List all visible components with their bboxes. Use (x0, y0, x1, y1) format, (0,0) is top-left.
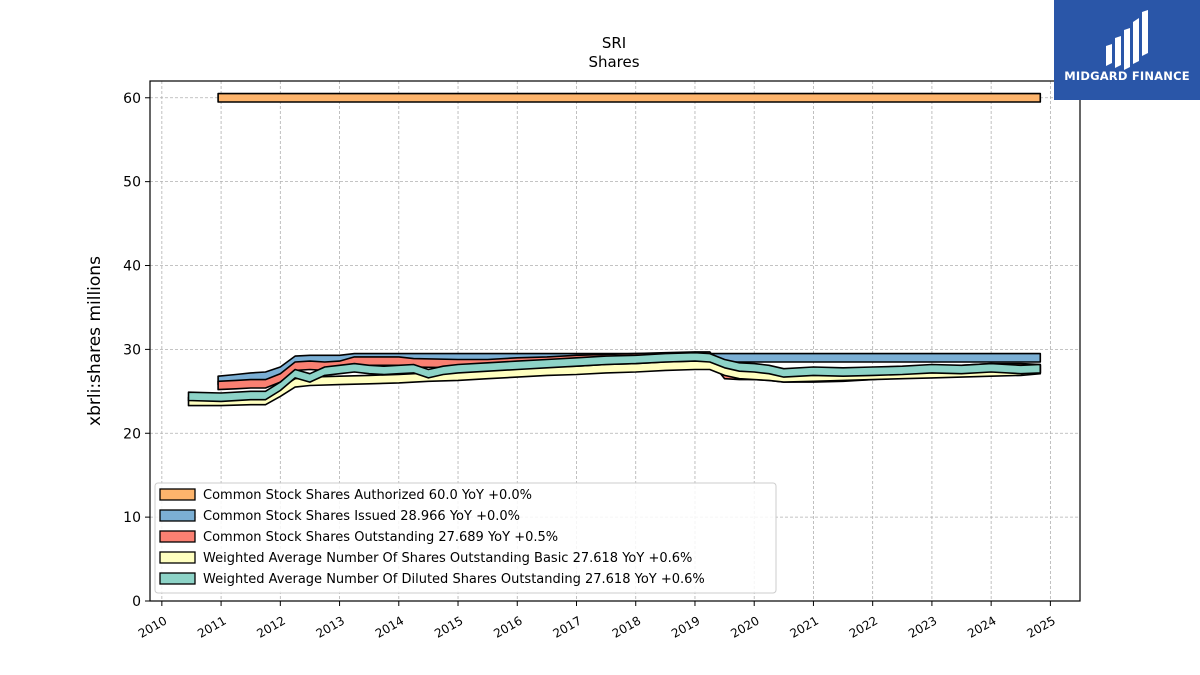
x-tick-label-2013: 2013 (314, 613, 347, 640)
x-tick-label-2014: 2014 (373, 613, 406, 640)
legend-entry-2: Common Stock Shares Outstanding 27.689 Y… (203, 530, 558, 545)
legend-swatch-4 (159, 572, 196, 585)
plot-frame (149, 80, 1081, 602)
y-axis-label: xbrli:shares millions (85, 256, 105, 426)
series-band-4 (187, 351, 1042, 403)
brand-name: MIDGARD FINANCE (1064, 69, 1190, 83)
x-tick-label-2011: 2011 (195, 613, 228, 640)
x-tick-label-2020: 2020 (728, 613, 761, 640)
x-tick-label-2018: 2018 (610, 613, 643, 640)
x-tick-label-2017: 2017 (551, 613, 584, 640)
x-tick-label-2016: 2016 (491, 613, 524, 640)
chart-subtitle: Shares (588, 53, 639, 71)
x-tick-label-2010: 2010 (136, 613, 169, 640)
y-tick-label-30: 30 (123, 342, 141, 358)
x-tick-label-2025: 2025 (1024, 613, 1057, 640)
x-tick-label-2015: 2015 (432, 613, 465, 640)
x-tick-label-2012: 2012 (254, 613, 287, 640)
legend: Common Stock Shares Authorized 60.0 YoY … (154, 482, 777, 594)
y-tick-label-10: 10 (123, 510, 141, 526)
x-tick-label-2021: 2021 (787, 613, 820, 640)
legend-swatch-1 (159, 509, 196, 522)
legend-entry-3: Weighted Average Number Of Shares Outsta… (203, 551, 692, 566)
legend-swatch-0 (159, 488, 196, 501)
y-tick-label-60: 60 (123, 91, 141, 107)
midgard-logo-icon (1106, 10, 1148, 70)
x-tick-label-2024: 2024 (965, 613, 998, 640)
legend-entry-1: Common Stock Shares Issued 28.966 YoY +0… (203, 509, 520, 524)
legend-swatch-3 (159, 551, 196, 564)
chart-title: SRI (602, 34, 626, 52)
y-tick-label-40: 40 (123, 259, 141, 275)
x-tick-label-2019: 2019 (669, 613, 702, 640)
legend-box (154, 482, 777, 594)
legend-entry-4: Weighted Average Number Of Diluted Share… (203, 572, 705, 587)
x-tick-label-2023: 2023 (906, 613, 939, 640)
x-tick-label-2022: 2022 (847, 613, 880, 640)
legend-swatch-2 (159, 530, 196, 543)
legend-entry-0: Common Stock Shares Authorized 60.0 YoY … (203, 488, 532, 503)
y-tick-label-20: 20 (123, 426, 141, 442)
y-tick-label-0: 0 (132, 594, 141, 610)
y-tick-label-50: 50 (123, 175, 141, 191)
brand-logo: MIDGARD FINANCE (1054, 0, 1200, 100)
series-band-0 (217, 92, 1042, 103)
